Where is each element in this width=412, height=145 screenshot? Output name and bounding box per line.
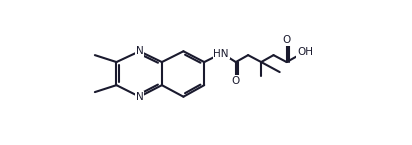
Text: N: N	[136, 46, 143, 56]
Text: N: N	[136, 92, 143, 102]
Text: HN: HN	[213, 49, 229, 59]
Text: OH: OH	[297, 47, 313, 57]
Text: O: O	[232, 76, 240, 86]
Text: O: O	[283, 35, 291, 45]
